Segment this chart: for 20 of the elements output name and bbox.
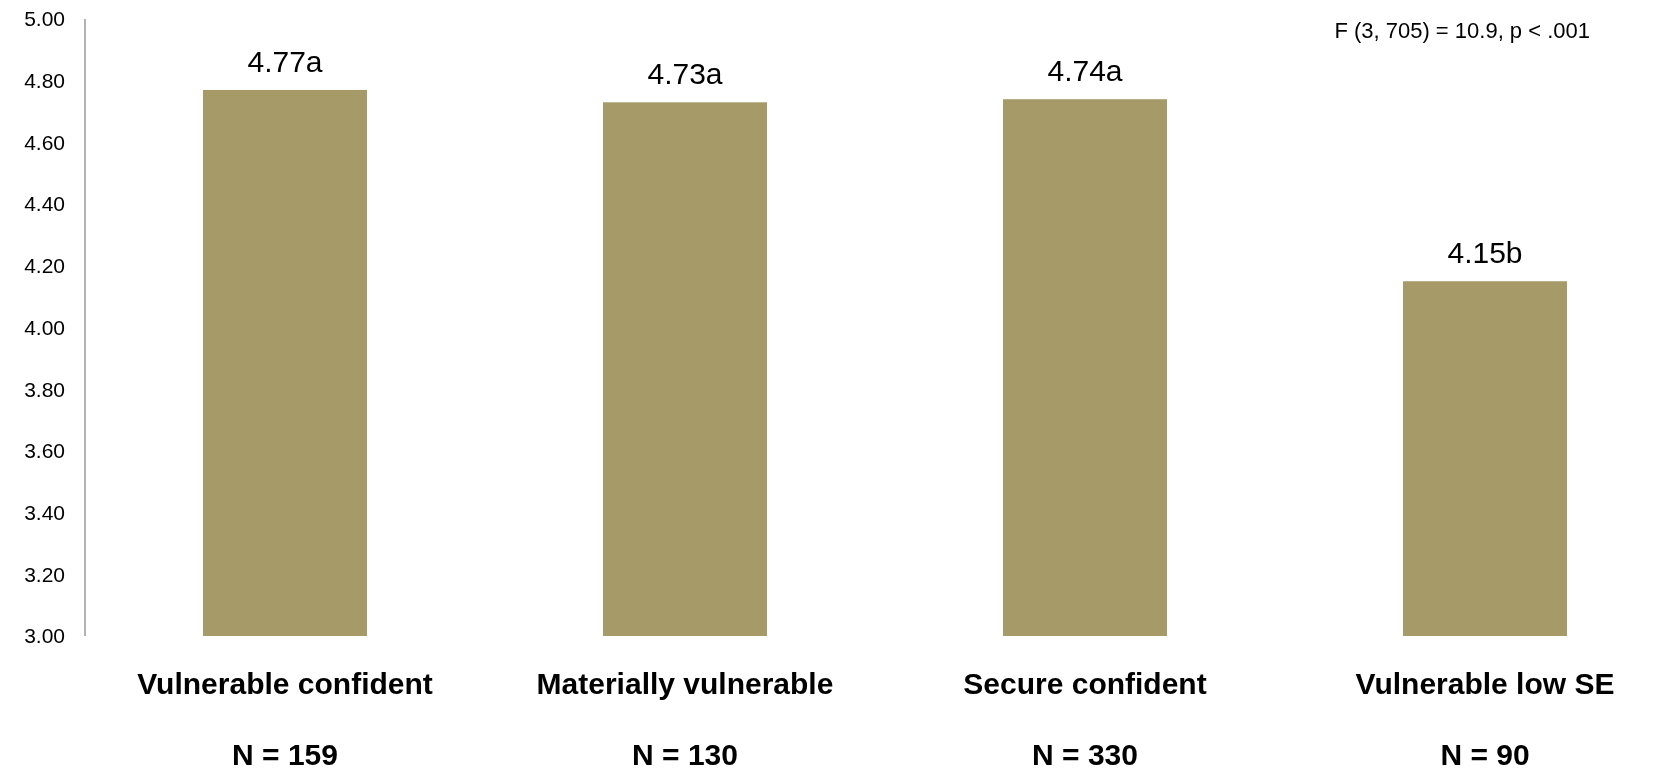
data-label: 4.74a	[1047, 54, 1123, 88]
annotation: F (3, 705) = 10.9, p < .001	[1334, 18, 1590, 43]
category-label: Vulnerable low SE N = 90	[1355, 667, 1615, 770]
y-tick-label: 5.00	[24, 7, 65, 31]
y-tick-label: 3.00	[24, 624, 65, 648]
category-label: Secure confident N = 330	[963, 667, 1207, 770]
category-label: Materially vulnerable N = 130	[536, 667, 834, 770]
data-label: 4.15b	[1447, 236, 1523, 270]
y-tick-label: 4.00	[24, 315, 65, 339]
y-tick-label: 4.40	[24, 192, 65, 216]
y-tick-label: 3.20	[24, 562, 65, 586]
y-tick-label: 3.60	[24, 439, 65, 463]
data-label: 4.77a	[247, 44, 323, 78]
y-tick-label: 3.40	[24, 500, 65, 524]
y-tick-label: 4.20	[24, 254, 65, 278]
y-tick-label: 4.80	[24, 69, 65, 93]
category-label: Vulnerable confident N = 159	[137, 667, 433, 770]
data-label: 4.73a	[647, 57, 723, 91]
y-tick-label: 3.80	[24, 377, 65, 401]
y-tick-label: 4.60	[24, 130, 65, 154]
